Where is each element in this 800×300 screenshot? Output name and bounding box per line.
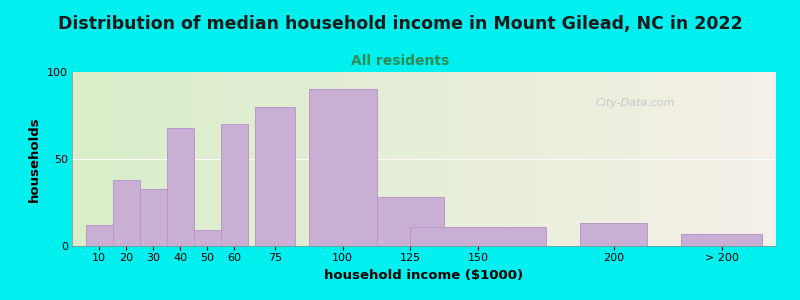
Text: All residents: All residents (351, 54, 449, 68)
Bar (309, 89, 377, 246)
Bar (113, 180, 140, 246)
Bar (377, 197, 444, 246)
Bar (140, 189, 166, 246)
Bar (254, 107, 295, 246)
Text: Distribution of median household income in Mount Gilead, NC in 2022: Distribution of median household income … (58, 15, 742, 33)
Bar (682, 234, 762, 246)
Text: City-Data.com: City-Data.com (595, 98, 675, 108)
Bar (221, 124, 248, 246)
Bar (86, 225, 113, 246)
Bar (194, 230, 221, 246)
Bar (410, 227, 546, 246)
Y-axis label: households: households (28, 116, 42, 202)
Bar (580, 224, 647, 246)
X-axis label: household income ($1000): household income ($1000) (325, 268, 523, 281)
Bar (166, 128, 194, 246)
